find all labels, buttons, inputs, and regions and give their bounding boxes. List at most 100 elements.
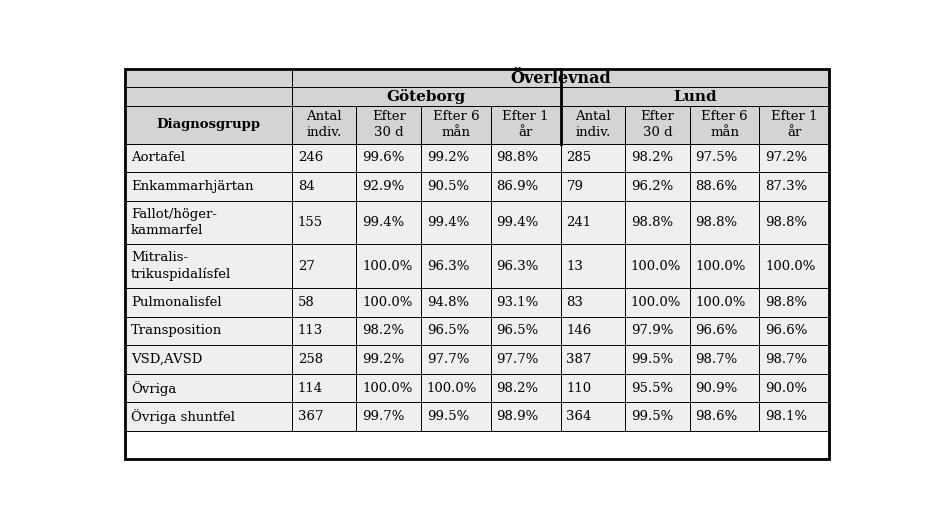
Text: 84: 84 (298, 180, 315, 193)
Text: 83: 83 (566, 296, 583, 309)
Bar (292, 244, 357, 288)
Text: 100.0%: 100.0% (426, 381, 477, 394)
Bar (760, 288, 830, 316)
Text: 94.8%: 94.8% (426, 296, 469, 309)
Bar (292, 316, 357, 345)
Bar (690, 345, 760, 374)
Text: 96.3%: 96.3% (496, 260, 539, 272)
Text: 27: 27 (298, 260, 315, 272)
Text: 241: 241 (566, 216, 591, 229)
Text: 88.6%: 88.6% (695, 180, 737, 193)
Text: 58: 58 (298, 296, 315, 309)
Text: Efter 6
mån: Efter 6 mån (701, 110, 748, 140)
Text: 90.9%: 90.9% (695, 381, 737, 394)
Bar (421, 345, 491, 374)
Bar (125, 201, 292, 244)
Text: Efter
30 d: Efter 30 d (641, 110, 674, 140)
Text: Göteborg: Göteborg (386, 89, 466, 104)
Bar (292, 345, 357, 374)
Text: 100.0%: 100.0% (695, 260, 746, 272)
Bar (357, 345, 421, 374)
Text: 98.6%: 98.6% (695, 410, 737, 423)
Bar (292, 106, 357, 144)
Bar (357, 288, 421, 316)
Text: 92.9%: 92.9% (362, 180, 404, 193)
Text: 100.0%: 100.0% (765, 260, 816, 272)
Text: 99.5%: 99.5% (631, 353, 673, 366)
Bar (690, 144, 760, 172)
Text: 99.5%: 99.5% (426, 410, 469, 423)
Text: VSD,AVSD: VSD,AVSD (130, 353, 202, 366)
Bar (125, 69, 292, 87)
Text: 98.8%: 98.8% (765, 216, 807, 229)
Bar (760, 316, 830, 345)
Text: 98.8%: 98.8% (496, 152, 539, 164)
Text: 100.0%: 100.0% (695, 296, 746, 309)
Text: 13: 13 (566, 260, 583, 272)
Bar (491, 244, 560, 288)
Text: 364: 364 (566, 410, 592, 423)
Bar (625, 201, 690, 244)
Text: 98.2%: 98.2% (362, 324, 404, 337)
Bar (491, 288, 560, 316)
Text: 99.5%: 99.5% (631, 410, 673, 423)
Bar (690, 288, 760, 316)
Bar (760, 374, 830, 402)
Text: 387: 387 (566, 353, 592, 366)
Text: 99.4%: 99.4% (426, 216, 469, 229)
Bar (690, 106, 760, 144)
Text: 97.7%: 97.7% (426, 353, 469, 366)
Bar (560, 316, 625, 345)
Text: Övriga shuntfel: Övriga shuntfel (130, 409, 235, 424)
Text: 97.5%: 97.5% (695, 152, 737, 164)
Bar (125, 402, 292, 431)
Bar (625, 106, 690, 144)
Bar (491, 345, 560, 374)
Text: Transposition: Transposition (130, 324, 223, 337)
Text: 98.8%: 98.8% (631, 216, 673, 229)
Text: 97.9%: 97.9% (631, 324, 673, 337)
Bar (690, 374, 760, 402)
Text: Lund: Lund (673, 90, 717, 104)
Bar (760, 144, 830, 172)
Text: 110: 110 (566, 381, 591, 394)
Bar (125, 288, 292, 316)
Bar (760, 345, 830, 374)
Bar (421, 201, 491, 244)
Bar (292, 374, 357, 402)
Bar (560, 244, 625, 288)
Bar (421, 316, 491, 345)
Text: Mitralis-
trikuspidalísfel: Mitralis- trikuspidalísfel (130, 252, 231, 281)
Bar (292, 87, 560, 106)
Text: Antal
indiv.: Antal indiv. (306, 110, 342, 140)
Text: 100.0%: 100.0% (362, 381, 412, 394)
Text: 113: 113 (298, 324, 323, 337)
Bar (125, 374, 292, 402)
Bar (690, 201, 760, 244)
Bar (690, 244, 760, 288)
Bar (491, 201, 560, 244)
Bar (357, 201, 421, 244)
Text: 97.2%: 97.2% (765, 152, 807, 164)
Text: Efter 6
mån: Efter 6 mån (433, 110, 479, 140)
Bar (292, 144, 357, 172)
Text: 96.5%: 96.5% (496, 324, 539, 337)
Text: Efter 1
år: Efter 1 år (771, 110, 817, 140)
Text: 98.1%: 98.1% (765, 410, 807, 423)
Text: 258: 258 (298, 353, 323, 366)
Text: 97.7%: 97.7% (496, 353, 539, 366)
Bar (125, 106, 292, 144)
Text: 146: 146 (566, 324, 591, 337)
Bar (491, 316, 560, 345)
Bar (421, 374, 491, 402)
Text: 87.3%: 87.3% (765, 180, 807, 193)
Bar (125, 244, 292, 288)
Bar (292, 201, 357, 244)
Bar (292, 288, 357, 316)
Text: 90.0%: 90.0% (765, 381, 807, 394)
Bar (292, 69, 830, 87)
Bar (357, 402, 421, 431)
Bar (690, 172, 760, 201)
Bar (491, 144, 560, 172)
Text: 285: 285 (566, 152, 591, 164)
